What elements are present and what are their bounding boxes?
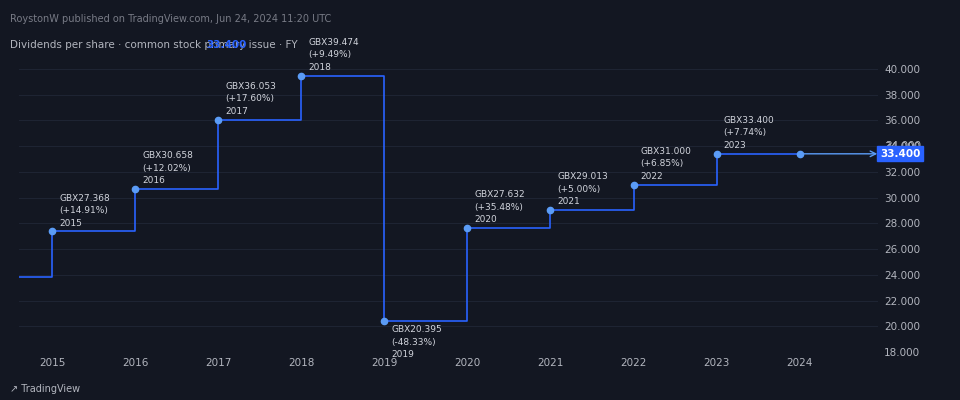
Text: RoystonW published on TradingView.com, Jun 24, 2024 11:20 UTC: RoystonW published on TradingView.com, J… [10, 14, 331, 24]
Text: GBX31.000
(+6.85%)
2022: GBX31.000 (+6.85%) 2022 [640, 147, 691, 181]
Text: GBX29.013
(+5.00%)
2021: GBX29.013 (+5.00%) 2021 [557, 172, 608, 206]
Text: 34.000: 34.000 [885, 141, 922, 151]
Text: Dividends per share · common stock primary issue · FY: Dividends per share · common stock prima… [10, 40, 298, 50]
Text: GBX36.053
(+17.60%)
2017: GBX36.053 (+17.60%) 2017 [225, 82, 276, 116]
Text: 33.400: 33.400 [880, 149, 921, 159]
Text: 33.400: 33.400 [206, 40, 247, 50]
Text: GBX20.395
(-48.33%)
2019: GBX20.395 (-48.33%) 2019 [391, 325, 442, 359]
Text: ↗ TradingView: ↗ TradingView [10, 384, 80, 394]
Text: GBX30.658
(+12.02%)
2016: GBX30.658 (+12.02%) 2016 [142, 151, 193, 185]
Text: GBX27.368
(+14.91%)
2015: GBX27.368 (+14.91%) 2015 [60, 194, 109, 228]
Text: GBX33.400
(+7.74%)
2023: GBX33.400 (+7.74%) 2023 [723, 116, 774, 150]
Text: GBX27.632
(+35.48%)
2020: GBX27.632 (+35.48%) 2020 [474, 190, 525, 224]
Text: GBX39.474
(+9.49%)
2018: GBX39.474 (+9.49%) 2018 [308, 38, 359, 72]
